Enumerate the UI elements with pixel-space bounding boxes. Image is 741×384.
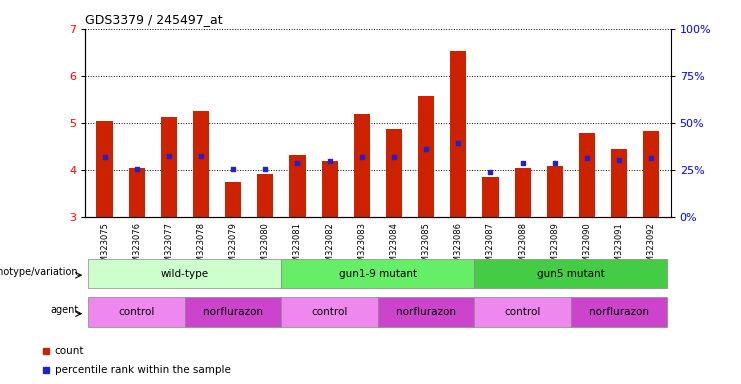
Point [291,160,303,166]
Text: control: control [119,307,155,317]
Bar [290,155,305,217]
Bar [378,297,474,327]
Text: control: control [311,307,348,317]
Point [485,169,496,175]
Bar [257,174,273,217]
Bar [185,297,282,327]
Point [227,166,239,172]
Bar [353,114,370,217]
Point [388,154,400,160]
Bar [571,297,668,327]
Point [645,155,657,161]
Text: gun5 mutant: gun5 mutant [537,268,605,279]
Bar [386,129,402,217]
Bar [129,167,144,217]
Bar [579,133,595,217]
Point [324,158,336,164]
Text: norflurazon: norflurazon [589,307,649,317]
Point [581,155,593,161]
Point [130,166,142,172]
Point [259,166,271,172]
Bar [482,177,499,217]
Text: gun1-9 mutant: gun1-9 mutant [339,268,417,279]
Text: control: control [505,307,541,317]
Text: count: count [55,346,84,356]
Bar [451,51,466,217]
Text: norflurazon: norflurazon [203,307,263,317]
Bar [514,167,531,217]
Bar [88,297,185,327]
Point [195,153,207,159]
Point [356,154,368,160]
Point [453,139,465,146]
Bar [88,259,282,288]
Bar [474,297,571,327]
Bar [193,111,209,217]
Bar [418,96,434,217]
Text: GDS3379 / 245497_at: GDS3379 / 245497_at [85,13,223,26]
Bar [322,161,338,217]
Text: wild-type: wild-type [161,268,209,279]
Text: genotype/variation: genotype/variation [0,267,79,277]
Bar [96,121,113,217]
Point [614,157,625,163]
Bar [282,259,474,288]
Bar [547,166,563,217]
Point [549,160,561,166]
Bar [161,117,177,217]
Point [99,154,110,160]
Bar [225,182,242,217]
Bar [282,297,378,327]
Bar [474,259,668,288]
Text: agent: agent [50,305,79,315]
Point [420,146,432,152]
Text: percentile rank within the sample: percentile rank within the sample [55,364,230,375]
Text: norflurazon: norflurazon [396,307,456,317]
Point [516,160,528,166]
Point [163,153,175,159]
Bar [643,131,659,217]
Bar [611,149,627,217]
